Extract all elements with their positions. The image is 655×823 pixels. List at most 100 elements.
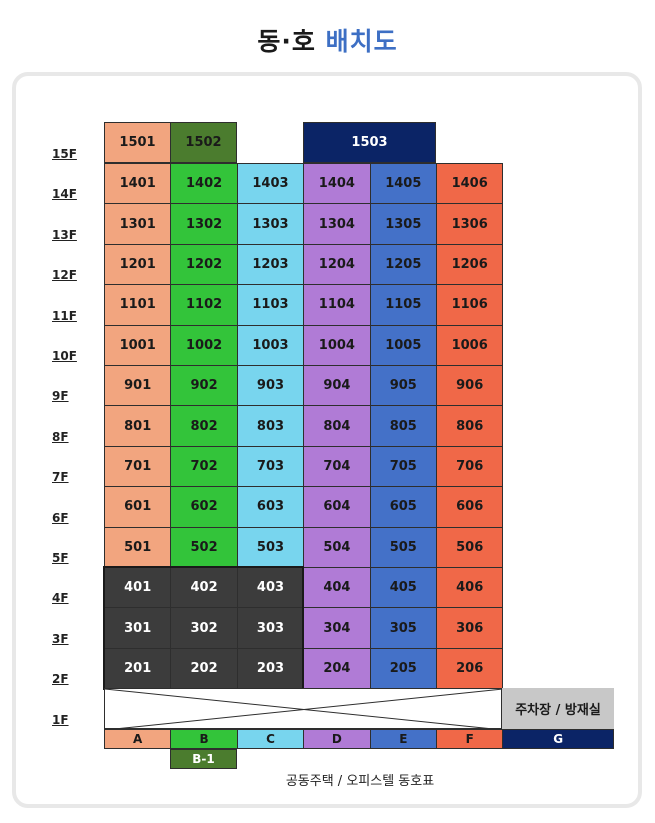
unit-cell: 1403 <box>236 163 305 205</box>
building-label: F <box>436 729 504 749</box>
unit-cell: 705 <box>369 445 437 488</box>
unit-cell: 402 <box>170 567 238 609</box>
unit-cell: 301 <box>104 607 172 649</box>
unit-cell: 1303 <box>236 203 305 245</box>
unit-cell: 606 <box>436 486 504 528</box>
unit-cell: 1404 <box>303 163 371 205</box>
unit-cell: 1101 <box>104 284 172 326</box>
unit-cell: 901 <box>104 365 172 407</box>
parking-label: 주차장 / 방재실 <box>502 688 614 729</box>
unit-cell: 1502 <box>170 122 237 163</box>
unit-cell: 1202 <box>170 243 238 286</box>
caption: 공동주택 / 오피스텔 동호표 <box>285 774 435 789</box>
unit-cell: 602 <box>170 486 238 528</box>
building-label: E <box>369 729 437 749</box>
unit-cell: 1105 <box>369 284 437 326</box>
unit-cell: 1302 <box>170 203 238 245</box>
unit-cell: 206 <box>436 647 504 690</box>
unit-cell: 803 <box>236 405 305 447</box>
unit-cell: 406 <box>436 567 504 609</box>
unit-cell: 505 <box>369 526 437 568</box>
building-label: D <box>303 729 371 749</box>
building-label: C <box>236 729 305 749</box>
floor-label: 14F <box>52 187 77 202</box>
unit-cell: 403 <box>236 567 305 609</box>
unit-cell: 304 <box>303 607 371 649</box>
unit-cell: 1102 <box>170 284 238 326</box>
building-label: B <box>170 729 238 749</box>
unit-cell: 701 <box>104 445 172 488</box>
floor-label: 1F <box>52 712 69 727</box>
unit-cell: 1503 <box>303 122 436 163</box>
unit-cell: 305 <box>369 607 437 649</box>
unit-cell: 1003 <box>236 324 305 366</box>
unit-cell: 905 <box>369 365 437 407</box>
unit-cell: 1304 <box>303 203 371 245</box>
unit-cell: 1106 <box>436 284 504 326</box>
unit-cell: 1501 <box>104 122 171 163</box>
unit-cell: 805 <box>369 405 437 447</box>
building-label: G <box>502 729 614 749</box>
unit-cell: 1306 <box>436 203 504 245</box>
unit-cell: 1406 <box>436 163 504 205</box>
unit-cell: 1203 <box>236 243 305 286</box>
unit-cell: 504 <box>303 526 371 568</box>
floor-label: 3F <box>52 631 69 646</box>
unit-cell: 706 <box>436 445 504 488</box>
floor-label: 12F <box>52 268 77 283</box>
unit-cell: 904 <box>303 365 371 407</box>
unit-cell: 903 <box>236 365 305 407</box>
unit-cell: 201 <box>104 647 172 690</box>
unit-cell: 202 <box>170 647 238 690</box>
floor-label: 4F <box>52 591 69 606</box>
unit-cell: 502 <box>170 526 238 568</box>
unit-cell: 806 <box>436 405 504 447</box>
floor-label: 10F <box>52 349 77 363</box>
page-title: 동·호 배치도 <box>0 22 655 58</box>
floor-label: 8F <box>52 429 69 444</box>
floor-label: 6F <box>52 510 69 525</box>
building-label: A <box>104 729 172 749</box>
unit-cell: 702 <box>170 445 238 488</box>
title-part1: 동·호 <box>257 27 316 56</box>
unit-cell: 1005 <box>369 324 437 366</box>
unit-cell: 204 <box>303 647 371 690</box>
unit-cell: 401 <box>104 567 172 609</box>
unit-cell: 1305 <box>369 203 437 245</box>
floor-label: 9F <box>52 389 69 404</box>
floor-label: 13F <box>52 227 77 242</box>
unit-cell: 802 <box>170 405 238 447</box>
unit-cell: 804 <box>303 405 371 447</box>
floor-label: 11F <box>52 308 77 323</box>
unit-cell: 404 <box>303 567 371 609</box>
unit-cell: 306 <box>436 607 504 649</box>
floor-label: 7F <box>52 470 69 485</box>
unit-cell: 1402 <box>170 163 238 205</box>
unit-cell: 801 <box>104 405 172 447</box>
unit-cell: 1401 <box>104 163 172 205</box>
unit-cell: 1301 <box>104 203 172 245</box>
unit-cell: 203 <box>236 647 305 690</box>
unit-cell: 1001 <box>104 324 172 366</box>
unit-cell: 603 <box>236 486 305 528</box>
unit-cell: 1104 <box>303 284 371 326</box>
unit-cell: 703 <box>236 445 305 488</box>
floor-label: 2F <box>52 672 69 687</box>
unit-cell: 205 <box>369 647 437 690</box>
unit-cell: 906 <box>436 365 504 407</box>
unit-cell: 1206 <box>436 243 504 286</box>
unit-cell: 1201 <box>104 243 172 286</box>
floor-label: 15F <box>52 147 77 161</box>
unit-cell: 902 <box>170 365 238 407</box>
unit-cell: 1006 <box>436 324 504 366</box>
unit-cell: 1103 <box>236 284 305 326</box>
sub-building-label: B-1 <box>170 749 237 769</box>
unit-cell: 1205 <box>369 243 437 286</box>
unit-cell: 1405 <box>369 163 437 205</box>
unit-cell: 1204 <box>303 243 371 286</box>
unit-cell: 503 <box>236 526 305 568</box>
unit-cell: 303 <box>236 607 305 649</box>
unit-cell: 601 <box>104 486 172 528</box>
unit-cell: 704 <box>303 445 371 488</box>
unit-cell: 1004 <box>303 324 371 366</box>
